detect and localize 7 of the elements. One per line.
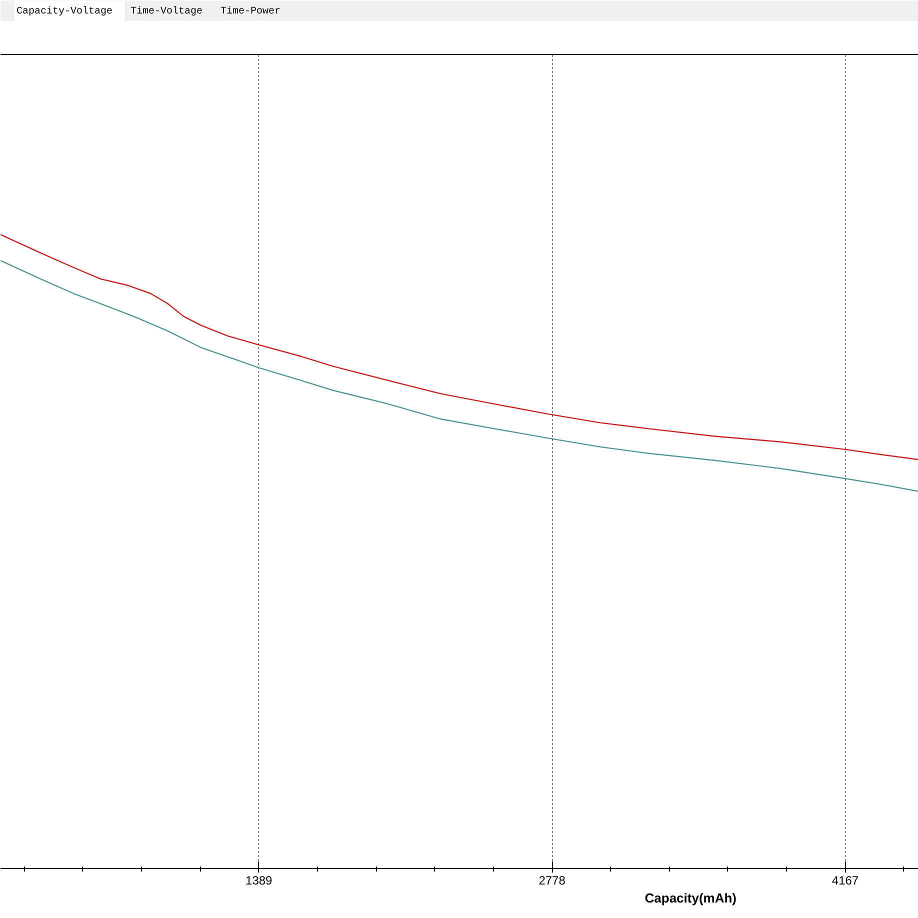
x-axis-title: Capacity(mAh)	[644, 890, 737, 906]
text: Capacity-Voltage	[16, 6, 113, 18]
text: Time-Power	[220, 6, 281, 18]
x-tick-label: 2778	[538, 874, 566, 888]
text: Time-Voltage	[130, 6, 203, 18]
x-tick-label: 4167	[832, 874, 859, 888]
x-tick-label: 1389	[246, 874, 273, 888]
